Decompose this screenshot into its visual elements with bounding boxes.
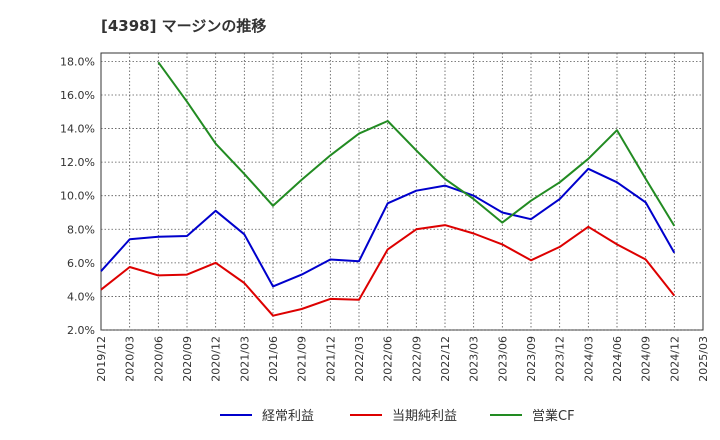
x-tick-label: 2020/09 <box>181 336 194 382</box>
y-tick-label: 14.0% <box>60 123 95 136</box>
x-tick-label: 2022/12 <box>439 336 452 382</box>
x-tick-label: 2020/06 <box>152 336 165 382</box>
x-tick-label: 2023/06 <box>496 336 509 382</box>
x-tick-label: 2020/12 <box>210 336 223 382</box>
x-tick-label: 2024/09 <box>640 336 653 382</box>
series-lines <box>100 61 676 317</box>
y-tick-label: 12.0% <box>60 156 95 169</box>
y-tick-label: 6.0% <box>67 257 95 270</box>
x-tick-label: 2025/03 <box>697 336 710 382</box>
grid <box>101 53 703 331</box>
y-tick-label: 8.0% <box>67 223 95 236</box>
series-line-2 <box>157 61 676 227</box>
x-tick-label: 2021/12 <box>324 336 337 382</box>
x-tick-label: 2024/12 <box>668 336 681 382</box>
legend-label-0: 経常利益 <box>262 409 314 424</box>
y-tick-label: 4.0% <box>67 290 95 303</box>
x-tick-label: 2019/12 <box>95 336 108 382</box>
x-tick-label: 2023/12 <box>554 336 567 382</box>
chart-title: [4398] マージンの推移 <box>101 17 266 35</box>
x-tick-label: 2023/03 <box>468 336 481 382</box>
x-tick-label: 2020/03 <box>124 336 137 382</box>
series-line-1 <box>100 224 676 317</box>
x-axis: 2019/12 2020/03 2020/06 2020/09 2020/12 2021/… <box>95 336 710 382</box>
x-tick-label: 2021/06 <box>267 336 280 382</box>
y-tick-label: 16.0% <box>60 89 95 102</box>
legend: 経常利益 当期純利益 営業CF <box>220 408 575 424</box>
series-line-0 <box>100 167 676 288</box>
x-tick-label: 2024/06 <box>611 336 624 382</box>
x-tick-label: 2022/06 <box>382 336 395 382</box>
y-axis: 2.0% 4.0% 6.0% 8.0% 10.0% 12.0% 14.0% 16.0% 18.0… <box>60 55 95 337</box>
legend-label-1: 当期純利益 <box>392 409 457 424</box>
y-tick-label: 18.0% <box>60 55 95 68</box>
legend-label-2: 営業CF <box>532 408 575 424</box>
x-tick-label: 2024/03 <box>582 336 595 382</box>
x-tick-label: 2021/03 <box>238 336 251 382</box>
y-tick-label: 10.0% <box>60 190 95 203</box>
y-tick-label: 2.0% <box>67 324 95 337</box>
x-tick-label: 2021/09 <box>296 336 309 382</box>
x-tick-label: 2022/03 <box>353 336 366 382</box>
plot-area <box>100 52 704 331</box>
x-tick-label: 2023/09 <box>525 336 538 382</box>
x-tick-label: 2022/09 <box>410 336 423 382</box>
